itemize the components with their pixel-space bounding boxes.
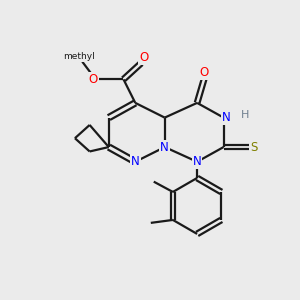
Text: O: O [88, 73, 98, 86]
Text: O: O [139, 51, 148, 64]
Text: N: N [160, 141, 169, 154]
Text: N: N [222, 111, 230, 124]
Text: H: H [241, 110, 249, 120]
Text: O: O [200, 66, 209, 79]
Text: S: S [250, 141, 258, 154]
Text: N: N [193, 155, 202, 168]
Text: N: N [131, 155, 140, 168]
Text: methyl: methyl [64, 52, 95, 61]
